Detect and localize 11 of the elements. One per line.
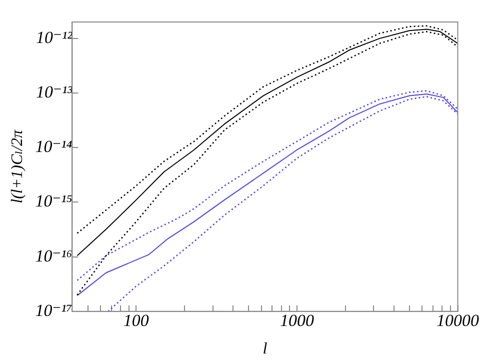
y-tick-label: 10⁻¹⁵ (35, 192, 72, 211)
y-tick-label: 10⁻¹⁷ (35, 300, 72, 320)
y-tick-label: 10⁻¹² (36, 28, 74, 47)
x-tick-label: 100 (123, 311, 150, 330)
y-tick-label: 10⁻¹³ (36, 82, 74, 102)
x-tick-label: 1000 (280, 311, 314, 330)
x-axis-title: l (262, 340, 268, 358)
y-axis-title: l(l+1)Cₗ/2π (8, 129, 26, 204)
y-tick-label: 10⁻¹⁶ (35, 246, 72, 266)
x-tick-label: 10000 (436, 311, 480, 330)
y-tick-label: 10⁻¹⁴ (35, 137, 72, 156)
